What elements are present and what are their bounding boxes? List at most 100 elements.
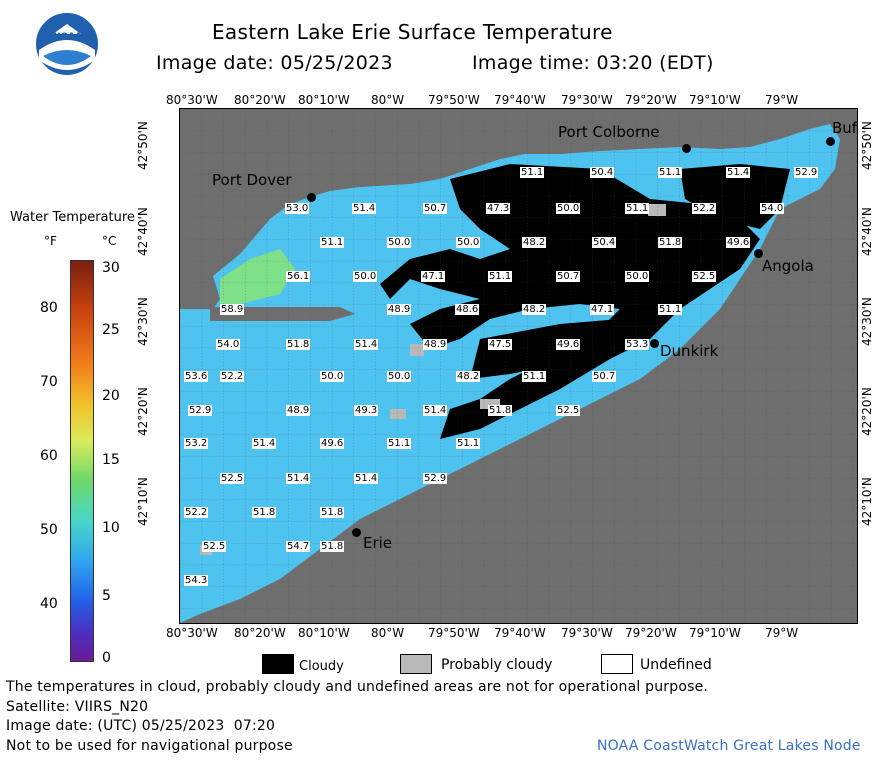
temperature-label: 54.3 [184,575,209,586]
chart-title: Eastern Lake Erie Surface Temperature [212,20,613,44]
temperature-label: 53.6 [184,371,209,382]
legend-c-tick: 5 [102,588,111,604]
temperature-label: 47.3 [486,203,511,214]
temperature-label: 53.2 [184,438,209,449]
top-lon-label: 80°W [371,93,405,107]
port-dover-marker [307,193,316,202]
utc-date: Image date: (UTC) 05/25/2023 07:20 [6,718,276,734]
image-date: Image date: 05/25/2023 [156,52,393,74]
cloudy-label: Cloudy [299,659,344,674]
temperature-label: 48.6 [455,304,480,315]
angola-marker [754,249,763,258]
temperature-label: 50.0 [556,203,581,214]
left-lat-label: 42°30'N [136,297,150,346]
temperature-label: 53.0 [285,203,310,214]
buffalo-label: Buf [832,119,858,137]
bottom-lon-label: 80°W [371,626,405,640]
temperature-label: 53.3 [625,339,650,350]
buffalo-marker [826,137,835,146]
top-lon-label: 79°40'W [494,93,546,107]
temperature-label: 54.0 [216,339,241,350]
temperature-label: 50.0 [320,371,345,382]
right-lat-label: 42°20'N [860,387,874,436]
temperature-label: 50.7 [423,203,448,214]
legend-f-tick: 70 [40,374,58,390]
temperature-label: 52.5 [220,473,245,484]
temperature-label: 51.1 [387,438,412,449]
left-lat-label: 42°40'N [136,207,150,256]
legend-c-tick: 0 [102,650,111,666]
temperature-label: 51.1 [488,271,513,282]
top-lon-label: 79°W [765,93,799,107]
temperature-label: 51.8 [252,507,277,518]
bottom-lon-label: 79°W [765,626,799,640]
port-dover-label: Port Dover [212,171,292,189]
top-lon-label: 80°10'W [298,93,350,107]
legend-c-tick: 10 [102,520,120,536]
image-time: Image time: 03:20 (EDT) [472,52,714,74]
credit-link[interactable]: NOAA CoastWatch Great Lakes Node [597,738,861,754]
right-lat-label: 42°50'N [860,121,874,170]
angola-label: Angola [762,257,814,275]
temperature-label: 52.2 [220,371,245,382]
satellite: Satellite: VIIRS_N20 [6,699,149,715]
top-lon-label: 79°50'W [428,93,480,107]
temperature-label: 58.9 [220,304,245,315]
temperature-label: 51.8 [320,507,345,518]
legend-f-tick: 50 [40,522,58,538]
temperature-label: 51.1 [625,203,650,214]
temperature-label: 51.1 [520,167,545,178]
dunkirk-marker [650,339,659,348]
temperature-label: 49.3 [354,405,379,416]
temperature-label: 51.1 [522,371,547,382]
temperature-label: 48.9 [286,405,311,416]
left-lat-label: 42°20'N [136,387,150,436]
bottom-lon-label: 80°20'W [234,626,286,640]
temperature-label: 51.1 [456,438,481,449]
temperature-label: 51.8 [658,237,683,248]
temperature-label: 51.4 [252,438,277,449]
temperature-label: 48.2 [522,237,547,248]
temperature-label: 51.4 [286,473,311,484]
map-frame[interactable]: Port Colborne Port Dover Angola Dunkirk … [179,108,858,624]
erie-marker [352,528,361,537]
bottom-lon-label: 80°30'W [166,626,218,640]
temperature-label: 50.7 [556,271,581,282]
temperature-label: 51.8 [488,405,513,416]
top-lon-label: 79°20'W [625,93,677,107]
temperature-label: 52.9 [188,405,213,416]
temperature-label: 51.4 [352,203,377,214]
bottom-lon-label: 79°50'W [428,626,480,640]
temperature-label: 50.7 [592,371,617,382]
temperature-label: 49.6 [320,438,345,449]
probably-cloudy-swatch [400,654,432,674]
undefined-swatch [601,654,633,674]
legend-c-tick: 20 [102,388,120,404]
legend-f-tick: 80 [40,300,58,316]
top-lon-label: 79°30'W [561,93,613,107]
temperature-label: 51.4 [423,405,448,416]
bottom-lon-label: 79°30'W [561,626,613,640]
temperature-label: 51.4 [354,339,379,350]
temperature-label: 56.1 [286,271,311,282]
legend-c-tick: 15 [102,452,120,468]
temperature-label: 51.8 [286,339,311,350]
bottom-lon-label: 79°20'W [625,626,677,640]
port-colborne-label: Port Colborne [558,123,660,141]
legend-c-tick: 25 [102,322,120,338]
legend-f-tick: 60 [40,448,58,464]
top-lon-label: 80°30'W [166,93,218,107]
temperature-label: 47.5 [488,339,513,350]
temperature-label: 54.7 [286,541,311,552]
legend-unit-f: °F [44,234,57,248]
left-lat-label: 42°50'N [136,121,150,170]
temperature-label: 51.4 [354,473,379,484]
noaa-logo-text: NOAA [53,32,82,42]
probably-cloudy-label: Probably cloudy [441,657,553,673]
lake-map [180,109,857,623]
temperature-label: 52.5 [556,405,581,416]
temperature-label: 52.2 [692,203,717,214]
temperature-label: 51.1 [658,304,683,315]
dunkirk-label: Dunkirk [660,342,719,360]
temperature-label: 48.2 [456,371,481,382]
